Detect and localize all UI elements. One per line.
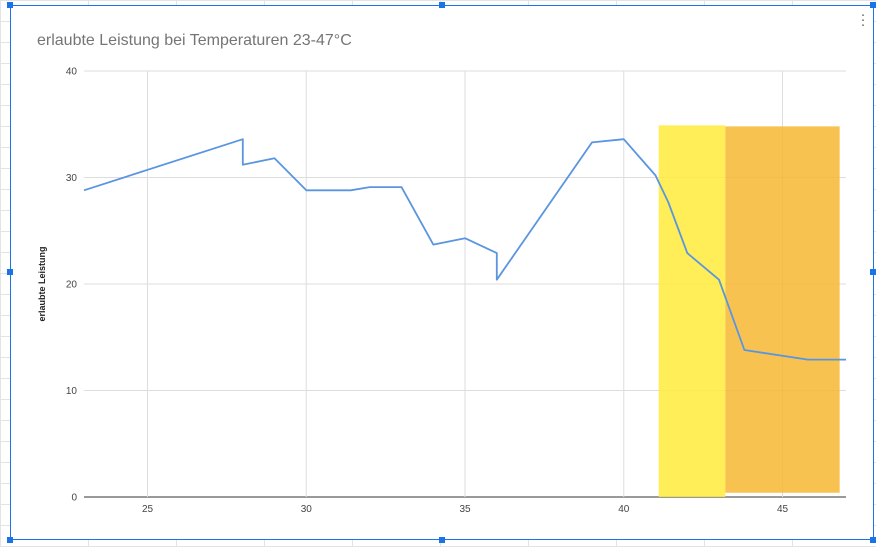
y-tick-label: 20 xyxy=(66,280,78,291)
resize-handle-bottom-right[interactable] xyxy=(870,537,876,543)
data-point xyxy=(686,252,688,254)
highlight-band-2 xyxy=(725,126,840,493)
y-tick-label: 0 xyxy=(71,493,77,504)
data-point xyxy=(274,157,276,159)
series-line-1 xyxy=(83,138,846,361)
resize-handle-top-left[interactable] xyxy=(7,2,13,8)
data-point xyxy=(432,244,434,246)
data-point xyxy=(350,189,352,191)
resize-handle-bottom-middle[interactable] xyxy=(439,537,445,543)
data-point xyxy=(591,141,593,143)
data-point xyxy=(496,279,498,281)
resize-handle-middle-right[interactable] xyxy=(870,269,876,275)
data-point xyxy=(667,201,669,203)
x-tick-label: 35 xyxy=(459,504,471,515)
data-point xyxy=(845,359,847,361)
data-point xyxy=(496,252,498,254)
x-tick-label: 30 xyxy=(301,504,313,515)
chart-title: erlaubte Leistung bei Temperaturen 23-47… xyxy=(37,32,352,49)
data-point xyxy=(807,359,809,361)
y-axis-label: erlaubte Leistung xyxy=(37,246,47,321)
x-tick-label: 25 xyxy=(142,504,154,515)
resize-handle-middle-left[interactable] xyxy=(7,269,13,275)
highlight-band-1 xyxy=(658,125,726,497)
resize-handle-bottom-left[interactable] xyxy=(7,537,13,543)
data-point xyxy=(369,186,371,188)
data-point xyxy=(718,279,720,281)
data-point xyxy=(744,349,746,351)
resize-handle-top-middle[interactable] xyxy=(439,2,445,8)
data-point xyxy=(401,186,403,188)
y-tick-label: 10 xyxy=(66,386,78,397)
data-point xyxy=(242,138,244,140)
data-point xyxy=(623,138,625,140)
x-tick-label: 45 xyxy=(777,504,789,515)
y-tick-label: 40 xyxy=(66,67,78,78)
data-point xyxy=(83,189,85,191)
more-options-icon[interactable]: · · · xyxy=(860,6,866,33)
data-point xyxy=(464,237,466,239)
resize-handle-top-right[interactable] xyxy=(870,2,876,8)
x-tick-label: 40 xyxy=(618,504,630,515)
data-point xyxy=(242,164,244,166)
y-tick-label: 30 xyxy=(66,173,78,184)
data-point xyxy=(305,189,307,191)
data-point xyxy=(655,174,657,176)
